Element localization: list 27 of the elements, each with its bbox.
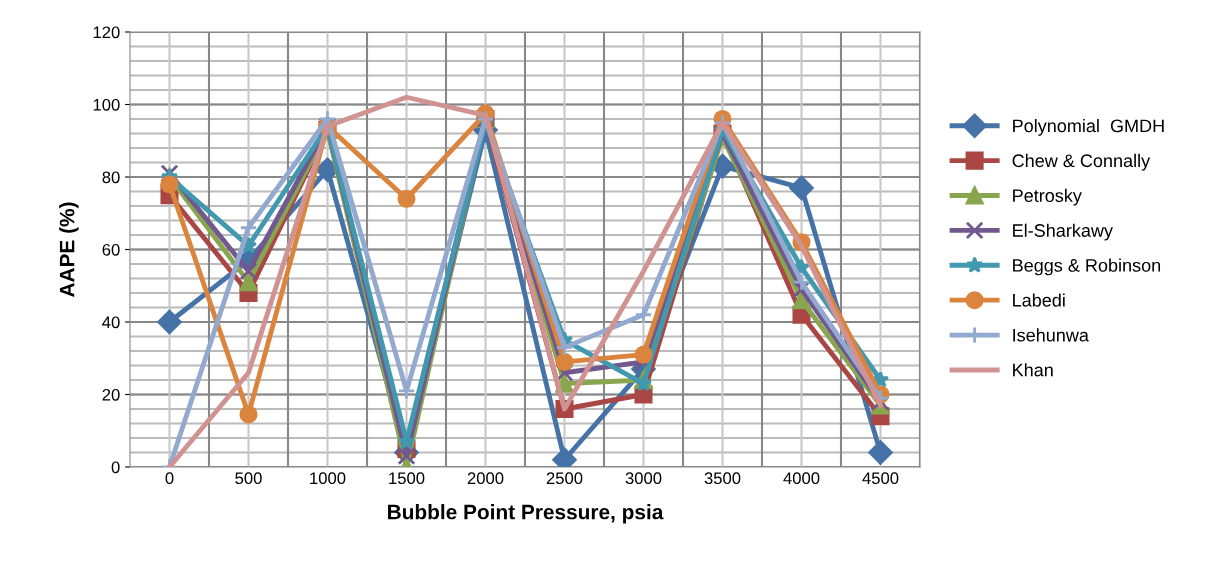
y-tick-label: 0 xyxy=(111,461,120,474)
x-tick-label: 2000 xyxy=(467,472,504,485)
legend-label: Labedi xyxy=(1013,293,1065,307)
x-tick-label: 4500 xyxy=(862,472,899,485)
legend-label: Polynomial GMDH xyxy=(1013,118,1164,136)
legend-label: Beggs & Robinson xyxy=(1013,258,1161,276)
legend-label: Khan xyxy=(1013,363,1053,377)
x-tick-label: 500 xyxy=(235,472,262,485)
x-tick-label: 4000 xyxy=(783,472,820,485)
legend-label: El-Sharkawy xyxy=(1013,223,1113,241)
legend-label: Isehunwa xyxy=(1013,328,1089,342)
x-tick-label: 0 xyxy=(165,472,174,485)
x-axis-title: Bubble Point Pressure, psia xyxy=(388,504,664,524)
y-axis-title: AAPE (%) xyxy=(59,202,79,298)
y-tick-label: 80 xyxy=(102,171,120,184)
x-tick-label: 1500 xyxy=(389,472,425,485)
y-tick-label: 20 xyxy=(102,388,120,401)
legend-label: Petrosky xyxy=(1013,188,1082,206)
x-tick-label: 3000 xyxy=(625,472,662,485)
x-tick-label: 2500 xyxy=(546,472,583,485)
x-tick-label: 3500 xyxy=(704,472,741,485)
legend-label: Chew & Connally xyxy=(1012,153,1151,171)
x-tick-label: 1000 xyxy=(310,472,346,485)
y-tick-label: 40 xyxy=(102,316,120,329)
y-tick-label: 100 xyxy=(93,98,120,111)
y-tick-label: 120 xyxy=(93,26,120,39)
y-tick-label: 60 xyxy=(102,243,120,256)
